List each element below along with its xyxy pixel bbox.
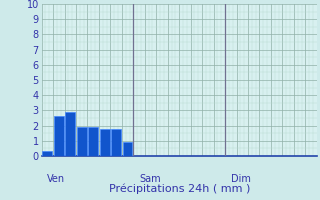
Bar [111,129,121,156]
Bar [123,142,132,156]
Bar [88,127,98,156]
Bar [65,112,75,156]
Text: Sam: Sam [139,174,161,184]
Bar [77,127,87,156]
Text: Précipitations 24h ( mm ): Précipitations 24h ( mm ) [108,183,250,194]
Bar [54,116,64,156]
Text: Dim: Dim [231,174,251,184]
Bar [43,151,52,156]
Bar [100,129,109,156]
Text: Ven: Ven [47,174,66,184]
